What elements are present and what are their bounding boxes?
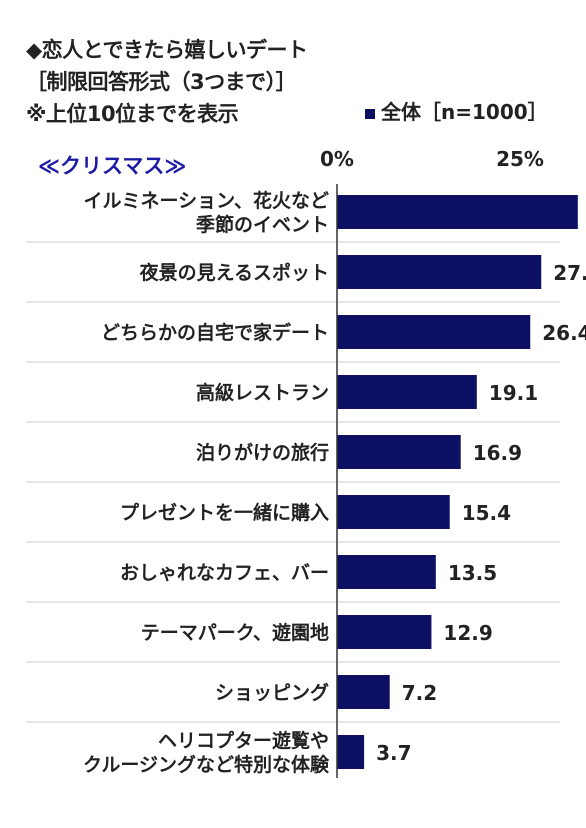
bar xyxy=(337,195,578,229)
category-label: ショッピング xyxy=(215,681,329,704)
category-label: どちらかの自宅で家デート xyxy=(101,321,329,344)
legend-swatch xyxy=(365,108,375,119)
chart-subtitle: ［制限回答形式（3つまで）］ xyxy=(26,70,297,94)
category-label: 夜景の見えるスポット xyxy=(139,261,329,284)
category-label: 泊りがけの旅行 xyxy=(196,441,329,464)
x-tick-label: 0% xyxy=(320,147,354,171)
category-label: 高級レストラン xyxy=(196,381,329,404)
chart-note: ※上位10位までを表示 xyxy=(26,102,239,126)
bar xyxy=(337,375,477,409)
category-label: クルージングなど特別な体験 xyxy=(83,753,330,776)
bar-value-label: 19.1 xyxy=(489,381,538,405)
bar-value-label: 12.9 xyxy=(443,621,492,645)
legend: 全体［n=1000］ xyxy=(365,96,548,125)
bar-value-label: 26.4 xyxy=(542,321,586,345)
bar xyxy=(337,315,531,349)
bar xyxy=(337,555,436,589)
bar-value-label: 3.7 xyxy=(376,741,411,765)
section-label: ≪クリスマス≫ xyxy=(38,154,187,178)
category-label: プレゼントを一緒に購入 xyxy=(120,501,329,524)
category-label: 季節のイベント xyxy=(196,213,329,236)
x-tick-label: 25% xyxy=(496,147,544,171)
category-label: おしゃれなカフェ、バー xyxy=(120,562,329,584)
bar xyxy=(337,495,450,529)
bar xyxy=(337,675,390,709)
bar-value-label: 15.4 xyxy=(462,501,511,525)
bar xyxy=(337,615,432,649)
bar xyxy=(337,255,542,289)
category-label: ヘリコプター遊覧や xyxy=(158,729,329,752)
bar-value-label: 7.2 xyxy=(402,681,437,705)
bar-value-label: 16.9 xyxy=(473,441,522,465)
legend-label: 全体［n=1000］ xyxy=(381,100,548,124)
category-label: イルミネーション、花火など xyxy=(84,189,329,212)
bar-value-label: 13.5 xyxy=(448,561,497,585)
bar xyxy=(337,735,365,769)
category-label: テーマパーク、遊園地 xyxy=(141,621,329,644)
bar xyxy=(337,435,461,469)
bar-value-label: 27.9 xyxy=(553,261,586,285)
chart-title: ◆恋人とできたら嬉しいデート xyxy=(26,38,308,62)
